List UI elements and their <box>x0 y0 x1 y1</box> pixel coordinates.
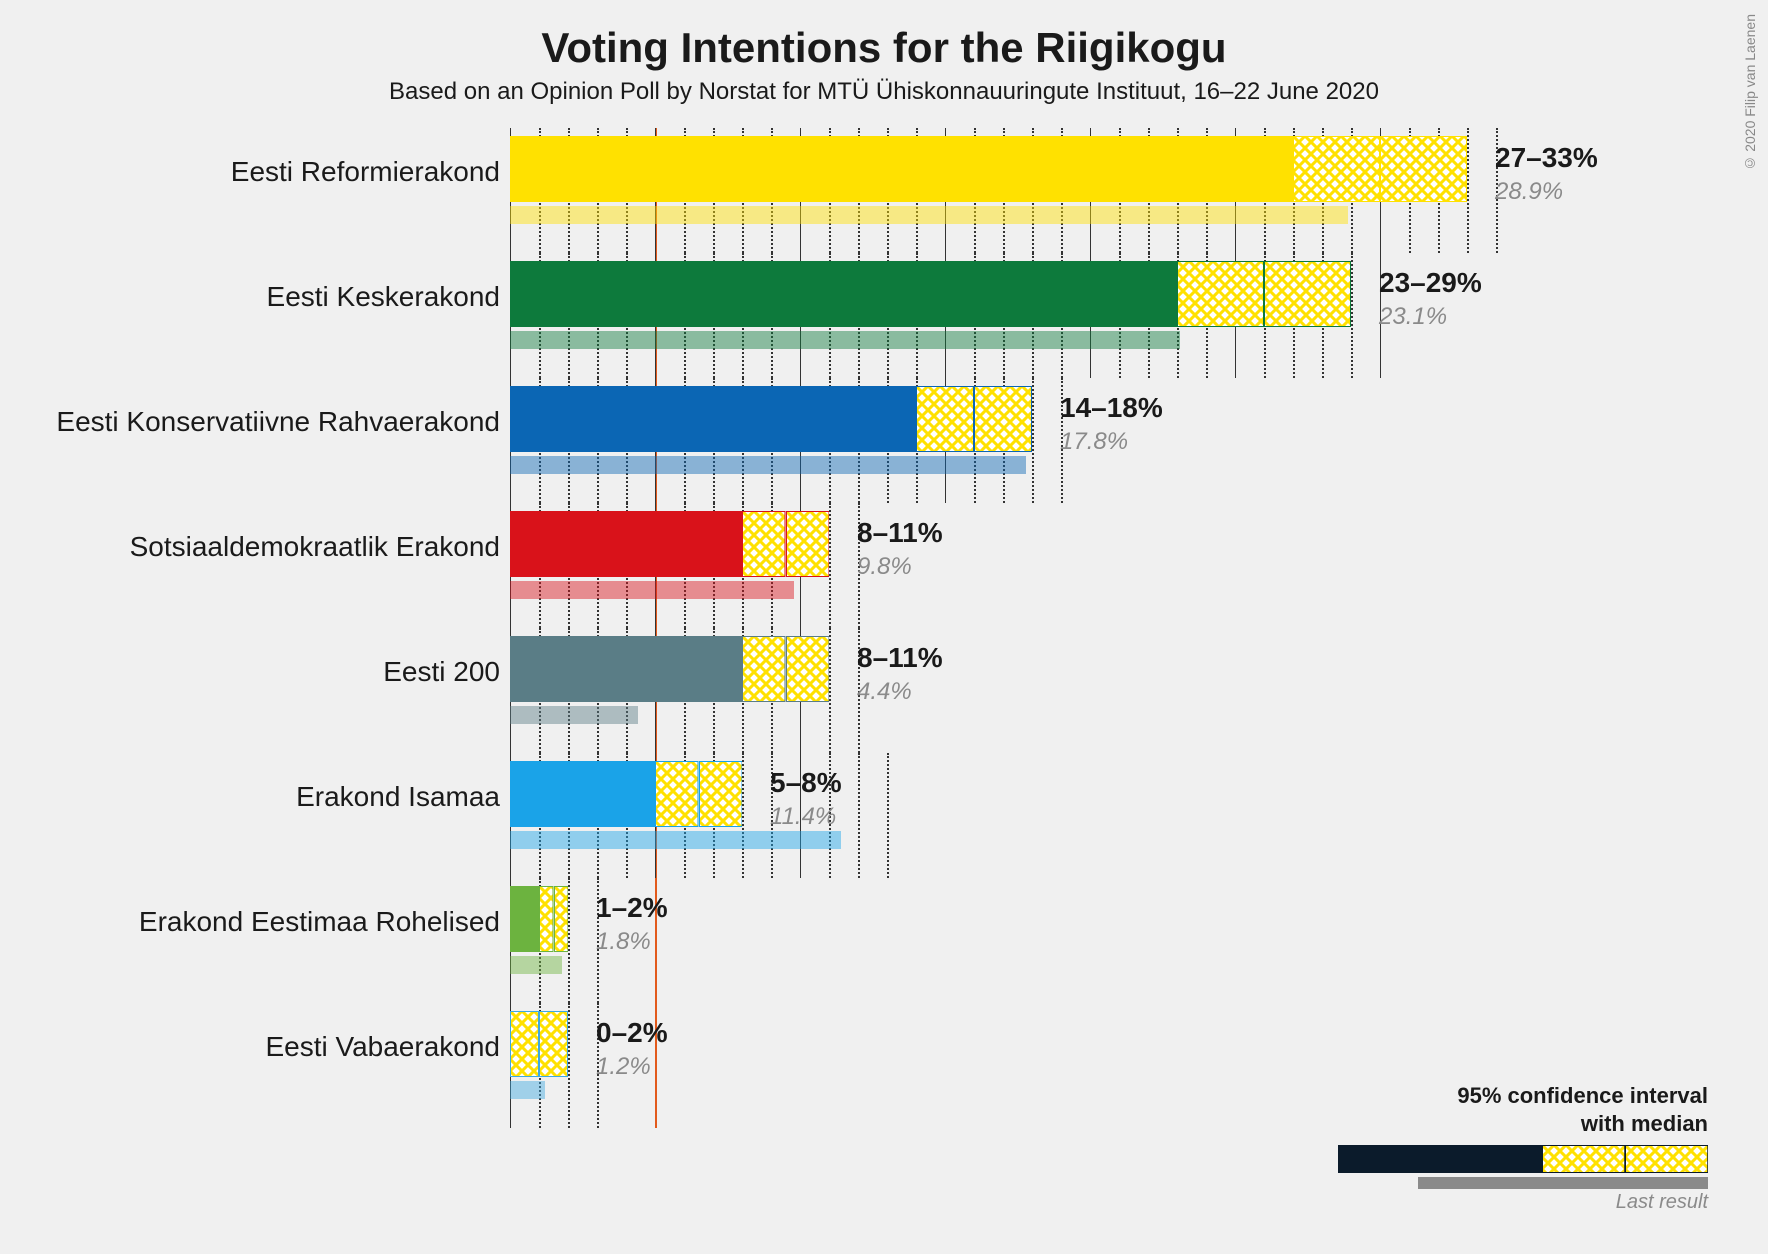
range-label: 14–18% <box>1060 392 1163 424</box>
grid-minor <box>1351 253 1353 378</box>
bar-ci-upper <box>539 1011 568 1077</box>
last-result-label: 1.2% <box>596 1053 651 1081</box>
last-result-bar <box>510 331 1180 349</box>
chart-subtitle: Based on an Opinion Poll by Norstat for … <box>0 78 1768 106</box>
bar-ci-upper <box>786 511 830 577</box>
grid-minor <box>829 628 831 753</box>
last-result-bar <box>510 706 638 724</box>
chart-title: Voting Intentions for the Riigikogu <box>0 0 1768 72</box>
range-label: 8–11% <box>857 517 943 549</box>
range-label: 1–2% <box>596 892 668 924</box>
legend-last-bar <box>1418 1177 1708 1189</box>
party-name: Eesti Reformierakond <box>10 156 500 188</box>
legend-last-label: Last result <box>1338 1191 1708 1214</box>
last-result-bar <box>510 1081 545 1099</box>
bar-solid <box>510 886 539 952</box>
legend-ci-bar <box>1338 1145 1708 1173</box>
bar-solid <box>510 386 916 452</box>
grid-minor <box>887 753 889 878</box>
party-name: Erakond Isamaa <box>10 781 500 813</box>
range-label: 0–2% <box>596 1017 668 1049</box>
bar-solid <box>510 636 742 702</box>
last-result-label: 1.8% <box>596 928 651 956</box>
last-result-bar <box>510 206 1348 224</box>
bar-solid <box>510 511 742 577</box>
grid-minor <box>568 1003 570 1128</box>
party-row: Sotsiaaldemokraatlik Erakond 8–11% 9.8% <box>0 503 1768 628</box>
grid-minor <box>568 878 570 1003</box>
party-row: Erakond Isamaa 5–8% 11.4% <box>0 753 1768 878</box>
bar-ci-lower <box>916 386 974 452</box>
party-row: Erakond Eestimaa Rohelised 1–2% 1.8% <box>0 878 1768 1003</box>
bar-chart: Eesti Reformierakond 27–33% 28.9% Eesti Ke… <box>0 128 1768 1128</box>
party-name: Eesti Keskerakond <box>10 281 500 313</box>
range-label: 5–8% <box>770 767 842 799</box>
bar-solid <box>510 261 1177 327</box>
bar-ci-upper <box>1264 261 1351 327</box>
bar-ci-lower <box>655 761 699 827</box>
last-result-label: 23.1% <box>1379 303 1447 331</box>
grid-minor <box>858 753 860 878</box>
party-name: Eesti 200 <box>10 656 500 688</box>
bar-ci-lower <box>510 1011 539 1077</box>
party-row: Eesti Reformierakond 27–33% 28.9% <box>0 128 1768 253</box>
party-row: Eesti Konservatiivne Rahvaerakond 14–18%… <box>0 378 1768 503</box>
grid-minor <box>742 753 744 878</box>
grid-minor <box>1467 128 1469 253</box>
range-label: 23–29% <box>1379 267 1482 299</box>
party-row: Eesti Keskerakond 23–29% 23.1% <box>0 253 1768 378</box>
bar-ci-lower <box>742 636 786 702</box>
last-result-label: 28.9% <box>1495 178 1563 206</box>
bar-ci-upper <box>1380 136 1467 202</box>
bar-ci-upper <box>699 761 743 827</box>
last-result-bar <box>510 581 794 599</box>
range-label: 8–11% <box>857 642 943 674</box>
party-name: Sotsiaaldemokraatlik Erakond <box>10 531 500 563</box>
last-result-label: 4.4% <box>857 678 912 706</box>
grid-minor <box>1032 378 1034 503</box>
party-row: Eesti 200 8–11% 4.4% <box>0 628 1768 753</box>
last-result-bar <box>510 456 1026 474</box>
bar-ci-lower <box>1177 261 1264 327</box>
legend: 95% confidence intervalwith median Last … <box>1338 1082 1708 1214</box>
last-result-label: 17.8% <box>1060 428 1128 456</box>
grid-minor <box>829 503 831 628</box>
bar-ci-upper <box>974 386 1032 452</box>
party-name: Eesti Vabaerakond <box>10 1031 500 1063</box>
last-result-label: 9.8% <box>857 553 912 581</box>
bar-ci-lower <box>539 886 554 952</box>
bar-solid <box>510 136 1293 202</box>
range-label: 27–33% <box>1495 142 1598 174</box>
bar-ci-lower <box>1293 136 1380 202</box>
last-result-label: 11.4% <box>770 803 836 831</box>
legend-ci-label: 95% confidence intervalwith median <box>1338 1082 1708 1137</box>
bar-ci-upper <box>786 636 830 702</box>
party-name: Eesti Konservatiivne Rahvaerakond <box>10 406 500 438</box>
bar-ci-lower <box>742 511 786 577</box>
last-result-bar <box>510 956 562 974</box>
bar-solid <box>510 761 655 827</box>
last-result-bar <box>510 831 841 849</box>
party-name: Erakond Eestimaa Rohelised <box>10 906 500 938</box>
bar-ci-upper <box>554 886 569 952</box>
